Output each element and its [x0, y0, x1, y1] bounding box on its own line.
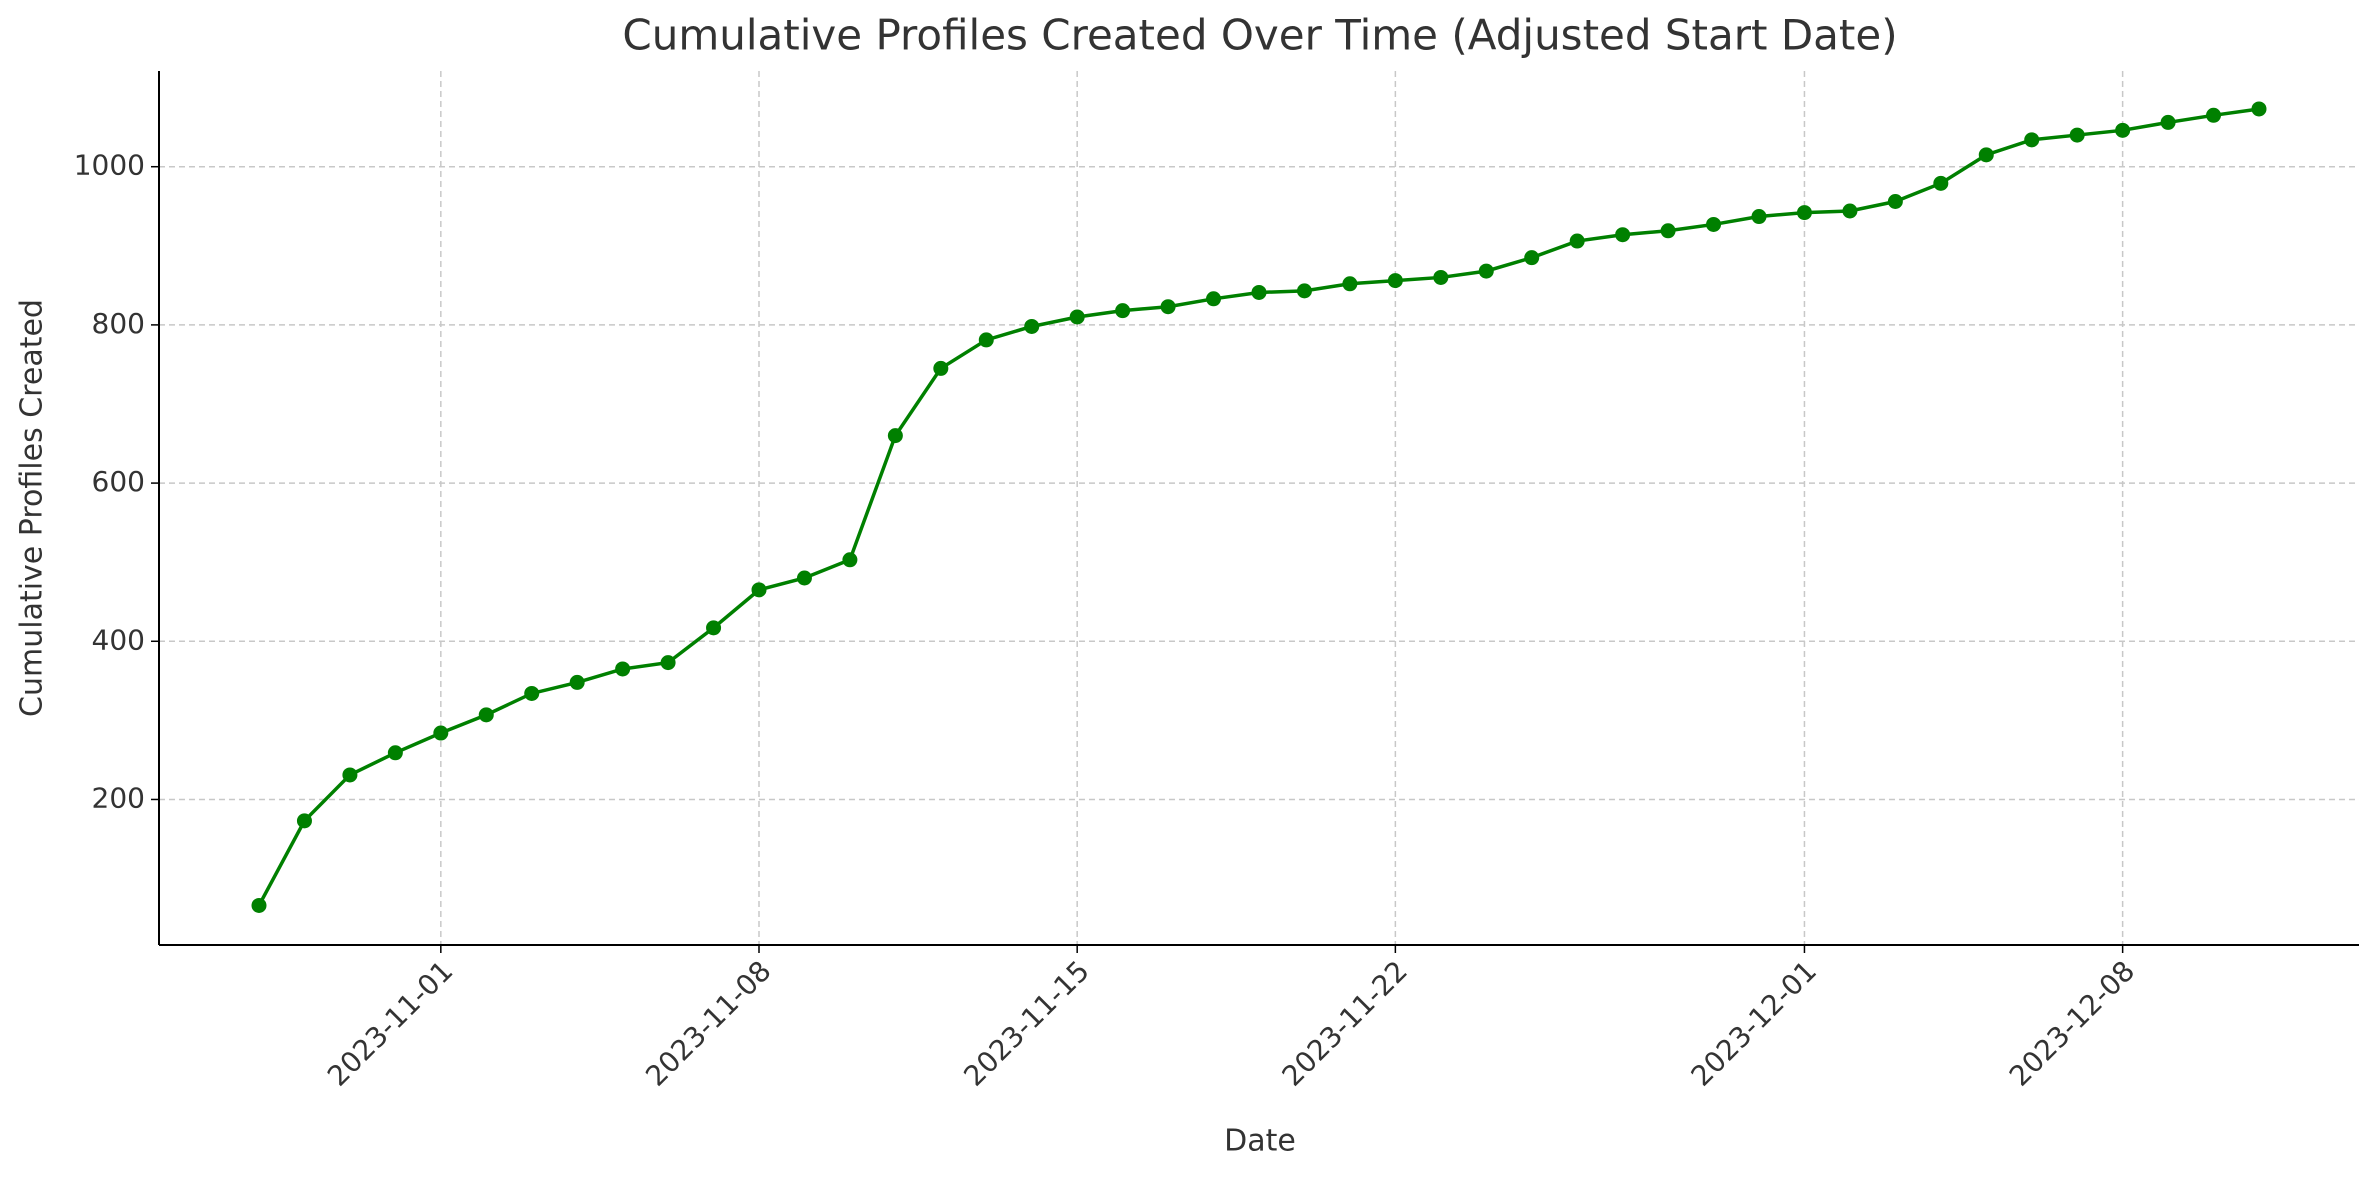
data-point [1524, 250, 1540, 266]
data-point [1978, 147, 1994, 163]
data-point [296, 813, 312, 829]
data-point [1251, 284, 1267, 300]
chart-title: Cumulative Profiles Created Over Time (A… [622, 11, 1897, 60]
data-point [478, 707, 494, 723]
data-point [706, 620, 722, 636]
data-point [1660, 223, 1676, 239]
data-point [251, 897, 267, 913]
data-point [1887, 194, 1903, 210]
data-point [1024, 318, 1040, 334]
x-tick-label: 2023-11-15 [957, 954, 1095, 1092]
data-point [796, 570, 812, 586]
data-point [842, 552, 858, 568]
y-tick-label: 600 [92, 465, 145, 498]
data-point [569, 674, 585, 690]
data-point [387, 745, 403, 761]
data-point [2115, 122, 2131, 138]
x-tick-label: 2023-12-08 [2003, 954, 2141, 1092]
data-point [1796, 205, 1812, 221]
data-point [342, 767, 358, 783]
y-tick-label: 800 [92, 307, 145, 340]
data-point [1933, 175, 1949, 191]
data-point [2160, 114, 2176, 130]
x-axis-label: Date [1224, 1124, 1296, 1159]
data-point [1751, 209, 1767, 225]
data-point [615, 661, 631, 677]
data-point [978, 332, 994, 348]
data-point [2024, 132, 2040, 148]
data-point [1569, 233, 1585, 249]
data-point [1296, 283, 1312, 299]
y-axis-label: Cumulative Profiles Created [15, 299, 50, 717]
data-point [524, 685, 540, 701]
data-point [751, 582, 767, 598]
data-point [433, 725, 449, 741]
data-point [2206, 107, 2222, 123]
data-point [1842, 203, 1858, 219]
x-tick-label: 2023-11-01 [321, 954, 459, 1092]
y-tick-label: 400 [92, 623, 145, 656]
data-point [660, 655, 676, 671]
data-point [2251, 101, 2267, 117]
data-point [2069, 127, 2085, 143]
data-point [1206, 291, 1222, 307]
y-tick-label: 200 [92, 781, 145, 814]
data-point [1115, 303, 1131, 319]
data-point [1160, 299, 1176, 315]
x-tick-label: 2023-12-01 [1685, 954, 1823, 1092]
data-point [1387, 273, 1403, 289]
x-tick-label: 2023-11-08 [639, 954, 777, 1092]
data-point [1342, 276, 1358, 292]
x-tick-label: 2023-11-22 [1276, 954, 1414, 1092]
data-point [1433, 269, 1449, 285]
data-point [933, 360, 949, 376]
y-tick-label: 1000 [74, 149, 145, 182]
data-point [1615, 227, 1631, 243]
data-point [1706, 216, 1722, 232]
data-point [1069, 309, 1085, 325]
data-line [257, 107, 2260, 907]
data-point [1478, 263, 1494, 279]
data-point [887, 428, 903, 444]
